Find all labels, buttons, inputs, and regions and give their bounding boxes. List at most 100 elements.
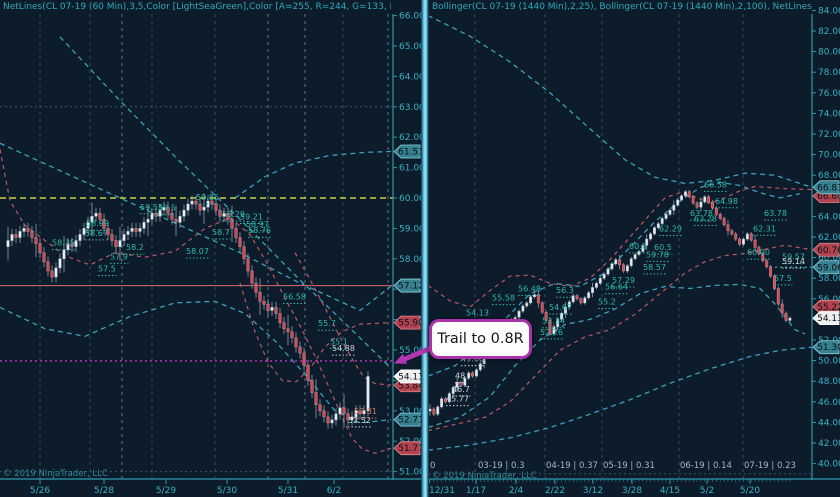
price-badge-52.71	[393, 412, 421, 427]
svg-text:57.5: 57.5	[98, 264, 116, 273]
svg-text:3/28: 3/28	[622, 486, 642, 496]
chart-background	[0, 0, 421, 497]
price-badge-61.53	[393, 144, 421, 159]
svg-text:61.53: 61.53	[398, 147, 421, 157]
svg-text:45.77: 45.77	[446, 395, 469, 404]
price-badge-55.90	[393, 315, 421, 330]
horizontal-lines	[0, 106, 393, 473]
svg-text:62.00: 62.00	[399, 133, 421, 143]
svg-text:50.00: 50.00	[818, 357, 840, 367]
svg-text:53.34: 53.34	[542, 317, 565, 326]
svg-text:63.78: 63.78	[690, 209, 713, 218]
svg-text:55.1: 55.1	[330, 337, 348, 346]
chart-panel-daily: Bollinger(CL 07-19 (1440 Min),2,25), Bol…	[429, 0, 840, 497]
svg-text:54.13: 54.13	[398, 372, 421, 382]
svg-text:58.2: 58.2	[126, 243, 144, 252]
svg-text:63.00: 63.00	[399, 103, 421, 113]
svg-text:4/15: 4/15	[660, 486, 680, 496]
svg-text:59.85: 59.85	[196, 193, 219, 202]
svg-text:59.29: 59.29	[222, 210, 245, 219]
svg-text:58.57: 58.57	[643, 263, 666, 272]
price-badge-54.13	[393, 369, 421, 384]
svg-text:56.00: 56.00	[818, 295, 840, 305]
svg-text:62.31: 62.31	[753, 224, 776, 233]
svg-text:60.00: 60.00	[818, 254, 840, 264]
svg-text:76.00: 76.00	[818, 89, 840, 99]
svg-text:57.9: 57.9	[110, 252, 128, 261]
svg-text:5/29: 5/29	[156, 486, 176, 496]
svg-text:63.28: 63.28	[694, 214, 717, 223]
svg-text:74.00: 74.00	[818, 109, 840, 119]
svg-text:5/26: 5/26	[30, 486, 50, 496]
svg-text:70.00: 70.00	[818, 151, 840, 161]
svg-text:58.99: 58.99	[86, 219, 109, 228]
price-badge-59.06	[812, 260, 840, 275]
svg-text:58.35: 58.35	[52, 239, 75, 248]
svg-text:58.00: 58.00	[399, 255, 421, 265]
chart-background	[429, 0, 840, 497]
svg-text:59.21: 59.21	[240, 213, 263, 222]
svg-text:72.00: 72.00	[818, 130, 840, 140]
panel-divider[interactable]	[421, 0, 429, 497]
svg-text:5/28: 5/28	[94, 486, 114, 496]
svg-text:06-19 | 0.14: 06-19 | 0.14	[680, 461, 732, 471]
svg-text:78.00: 78.00	[818, 68, 840, 78]
svg-text:66.60: 66.60	[817, 192, 840, 202]
svg-text:05-19 | 0.31: 05-19 | 0.31	[603, 461, 655, 471]
contract-period-labels: 0 03-19 | 0.3 04-19 | 0.37 05-19 | 0.31 06-1…	[430, 461, 796, 471]
svg-text:84.00: 84.00	[818, 6, 840, 16]
svg-text:1/17: 1/17	[466, 486, 486, 496]
svg-text:56.58: 56.58	[283, 292, 306, 301]
time-axis[interactable]: 5/26 5/28 5/29 5/30 5/31 6/2	[0, 478, 421, 496]
svg-text:66.83: 66.83	[817, 183, 840, 193]
svg-text:46.7: 46.7	[452, 385, 470, 394]
svg-text:6/2: 6/2	[327, 486, 341, 496]
svg-text:54.67: 54.67	[549, 303, 572, 312]
svg-text:5/2: 5/2	[700, 486, 714, 496]
svg-text:59.57: 59.57	[782, 253, 805, 262]
svg-text:51.30: 51.30	[817, 343, 840, 353]
chart-title-60min: NetLines(CL 07-19 (60 Min),3,5,Color [Li…	[3, 2, 391, 12]
vertical-gridlines	[474, 14, 744, 479]
svg-text:65.00: 65.00	[399, 42, 421, 52]
svg-text:59.53: 59.53	[140, 203, 163, 212]
svg-text:52.81: 52.81	[354, 407, 377, 416]
copyright-left: © 2019 NinjaTrader, LLC	[3, 469, 108, 479]
svg-text:64.98: 64.98	[715, 197, 738, 206]
svg-text:42.00: 42.00	[818, 439, 840, 449]
price-badges: 61.53 57.12 55.90 53.8454.13 52.71 51.77	[393, 144, 421, 456]
svg-text:46.00: 46.00	[818, 398, 840, 408]
svg-text:0: 0	[430, 461, 435, 471]
svg-text:60.6: 60.6	[629, 242, 647, 251]
svg-text:63.78: 63.78	[764, 209, 787, 218]
svg-text:44.00: 44.00	[818, 418, 840, 428]
svg-text:80.00: 80.00	[818, 48, 840, 58]
trail-annotation[interactable]: Trail to 0.8R	[429, 319, 532, 359]
price-badge-51.77	[393, 441, 421, 456]
time-axis[interactable]: 12/31 1/17 2/4 2/22 3/12 3/28 4/15 5/2 5/20	[429, 478, 840, 496]
chart-daily-canvas[interactable]: 45.7746.74849.6654.1355.5856.4852.2653.3…	[429, 0, 840, 497]
svg-text:58.97: 58.97	[246, 220, 269, 229]
price-badge-54.13	[812, 311, 840, 325]
svg-text:58.7: 58.7	[212, 228, 230, 237]
svg-text:55.22: 55.22	[817, 303, 840, 313]
svg-text:49.66: 49.66	[461, 355, 484, 364]
value-labels: 58.0758.3558.9958.6757.957.558.259.5359.…	[52, 193, 377, 428]
price-badge-66.83	[812, 180, 840, 195]
svg-text:55.00: 55.00	[399, 346, 421, 356]
svg-text:55.90: 55.90	[398, 319, 421, 329]
svg-text:5/30: 5/30	[217, 486, 237, 496]
svg-text:60.5: 60.5	[654, 243, 672, 252]
svg-text:59.00: 59.00	[399, 224, 421, 234]
svg-text:59.5: 59.5	[158, 204, 176, 213]
svg-text:54.88: 54.88	[332, 344, 355, 353]
svg-text:57.12: 57.12	[398, 282, 421, 292]
price-badge-60.76	[812, 242, 840, 257]
svg-text:64.00: 64.00	[818, 212, 840, 222]
svg-text:66.58: 66.58	[704, 180, 727, 189]
chart-60min-canvas[interactable]: 58.0758.3558.9958.6757.957.558.259.5359.…	[0, 0, 421, 497]
svg-text:52.52: 52.52	[348, 416, 371, 425]
svg-text:58.67: 58.67	[85, 229, 108, 238]
svg-text:55.2: 55.2	[598, 298, 616, 307]
